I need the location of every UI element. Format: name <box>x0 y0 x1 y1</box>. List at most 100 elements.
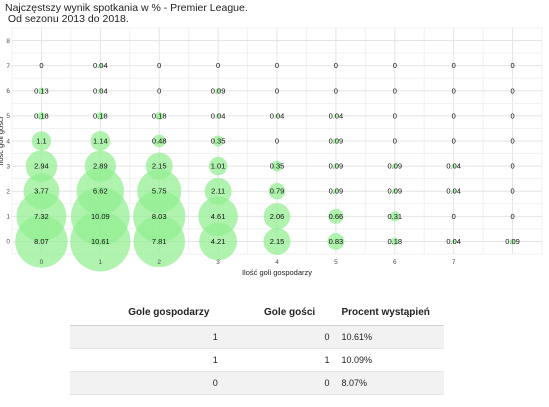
bubble <box>155 111 164 120</box>
y-tick-label: 2 <box>6 189 10 196</box>
cell-home-goals: 1 <box>70 348 228 372</box>
point-label: 4.61 <box>211 212 226 221</box>
point-label: 0 <box>452 137 456 146</box>
point-label: 0 <box>393 137 397 146</box>
bubble <box>333 188 339 194</box>
x-tick-label: 6 <box>393 259 397 266</box>
x-axis-label: Ilość goli gospodarzy <box>242 268 312 277</box>
point-label: 0 <box>393 61 397 70</box>
y-tick-label: 5 <box>6 113 10 120</box>
point-label: 10.09 <box>91 212 110 221</box>
bubble <box>327 233 345 250</box>
point-label: 1.14 <box>93 137 108 146</box>
point-label: 0 <box>452 61 456 70</box>
point-label: 0 <box>216 61 220 70</box>
point-label: 7.81 <box>152 237 167 246</box>
point-label: 6.62 <box>93 187 108 196</box>
point-label: 0.35 <box>211 137 226 146</box>
bubble <box>215 88 221 94</box>
point-label: 0.31 <box>387 212 402 221</box>
point-label: 0.09 <box>387 162 402 171</box>
chart-title: Najczęstszy wynik spotkania w % - Premie… <box>5 2 248 14</box>
point-label: 0 <box>510 111 514 120</box>
point-label: 0 <box>334 86 338 95</box>
point-label: 2.15 <box>270 237 285 246</box>
point-label: 0.35 <box>270 162 285 171</box>
point-label: 2.06 <box>270 212 285 221</box>
point-label: 0.04 <box>329 111 344 120</box>
cell-home-goals: 1 <box>70 325 228 349</box>
bubble <box>263 203 291 230</box>
point-label: 0.04 <box>270 111 285 120</box>
table-row: 0 0 8.07% <box>70 371 444 395</box>
point-label: 0 <box>452 212 456 221</box>
bubble <box>152 134 166 148</box>
cell-away-goals: 0 <box>227 371 332 395</box>
point-label: 2.11 <box>211 187 225 196</box>
bubble <box>275 113 279 118</box>
bubble <box>333 138 339 144</box>
point-label: 0.18 <box>34 111 49 120</box>
x-tick-label: 2 <box>157 259 161 266</box>
bubble <box>328 208 344 224</box>
point-label: 8.07 <box>34 237 49 246</box>
point-label: 0.83 <box>329 237 344 246</box>
point-label: 0 <box>157 61 161 70</box>
bubble <box>90 131 111 151</box>
header-percent: Procent wystąpień <box>331 299 444 326</box>
bubble <box>145 152 173 180</box>
bubble <box>38 87 45 95</box>
bubble <box>451 239 456 244</box>
bubble <box>389 211 400 222</box>
point-label: 0 <box>393 111 397 120</box>
bubble-chart: 8.07 10.61 7.81 4.21 2.15 0.83 0.18 0.04 0.09 7.3… <box>0 27 543 277</box>
y-tick-label: 4 <box>6 138 10 145</box>
bubble <box>212 135 224 147</box>
cell-away-goals: 0 <box>227 325 332 349</box>
y-tick-label: 7 <box>6 63 10 70</box>
table-header-row: Gole gospodarzy Gole gości Procent wystą… <box>70 299 444 326</box>
point-label: 5.75 <box>152 187 167 196</box>
y-tick-label: 6 <box>6 88 10 95</box>
bubble <box>84 150 116 182</box>
point-label: 2.15 <box>152 162 167 171</box>
point-label: 0 <box>510 212 514 221</box>
bubble <box>204 177 232 205</box>
header-away-goals: Gole gości <box>227 299 332 326</box>
x-tick-label: 1 <box>99 259 103 266</box>
table-row: 1 1 10.09% <box>70 348 444 372</box>
y-tick-label: 3 <box>6 163 10 170</box>
results-table: Gole gospodarzy Gole gości Procent wystą… <box>70 299 444 395</box>
point-label: 0 <box>452 111 456 120</box>
bubble <box>98 88 103 93</box>
point-label: 0.04 <box>93 61 108 70</box>
x-tick-label: 4 <box>275 259 279 266</box>
point-label: 0.18 <box>152 111 167 120</box>
point-label: 10.61 <box>91 237 110 246</box>
bubble <box>390 237 399 246</box>
point-label: 0.04 <box>211 111 226 120</box>
chart-subtitle: Od sezonu 2013 do 2018. <box>5 13 129 25</box>
bubble <box>96 111 105 120</box>
point-label: 4.21 <box>211 237 226 246</box>
point-label: 0.18 <box>387 237 402 246</box>
bubble <box>37 111 46 120</box>
point-label: 1.01 <box>211 162 226 171</box>
point-label: 0.13 <box>34 86 49 95</box>
cell-percent: 8.07% <box>331 371 444 395</box>
bubble <box>198 196 238 237</box>
point-label: 3.77 <box>34 187 49 196</box>
bubble <box>268 183 286 200</box>
point-label: 0 <box>510 162 514 171</box>
point-label: 7.32 <box>34 212 49 221</box>
y-tick-label: 8 <box>6 38 10 45</box>
point-label: 1.1 <box>36 137 46 146</box>
point-label: 0 <box>275 137 279 146</box>
point-label: 0.79 <box>270 187 285 196</box>
x-tick-label: 5 <box>334 259 338 266</box>
point-label: 0.66 <box>329 212 344 221</box>
point-label: 0 <box>510 137 514 146</box>
point-label: 0 <box>334 61 338 70</box>
bubble <box>76 167 125 215</box>
x-tick-label: 7 <box>452 259 456 266</box>
